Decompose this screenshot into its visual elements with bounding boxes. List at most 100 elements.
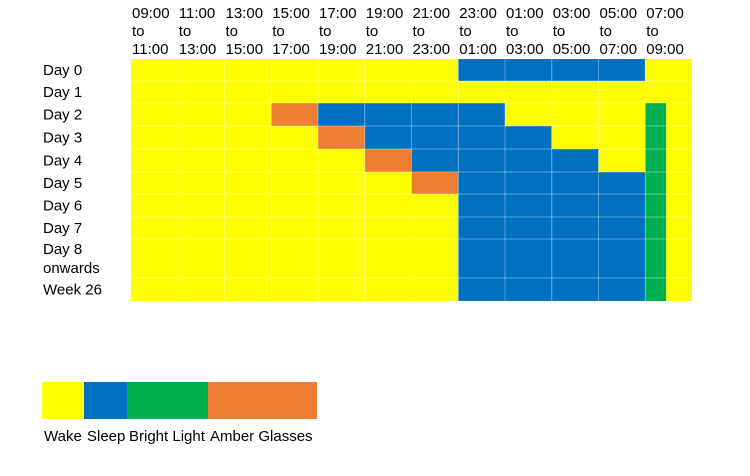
column-header-to: to xyxy=(646,23,659,40)
heatmap-cell-wake xyxy=(177,81,225,103)
heatmap-cell-wake xyxy=(177,149,225,172)
heatmap-cell-wake xyxy=(177,239,225,278)
heatmap-cell-sleep xyxy=(411,126,459,149)
column-header-to: to xyxy=(132,23,145,40)
heatmap-cell-wake xyxy=(271,81,318,103)
column-header-end: 03:00 xyxy=(506,41,544,58)
column-header-to: to xyxy=(600,23,613,40)
heatmap-cell-wake xyxy=(411,194,459,217)
heatmap-cell-wake xyxy=(271,194,318,217)
heatmap-cell-wake xyxy=(505,103,552,126)
heatmap-cell-wake xyxy=(411,59,459,81)
heatmap-cell-sleep xyxy=(505,149,552,172)
heatmap-cell-sleep xyxy=(411,149,459,172)
heatmap-cell-sleep xyxy=(598,172,646,194)
column-header-start: 03:00 xyxy=(553,5,591,22)
heatmap-cell-wake xyxy=(645,59,692,81)
heatmap-cell-sleep xyxy=(458,126,505,149)
heatmap-cell-sleep xyxy=(458,149,505,172)
heatmap-cell-sleep xyxy=(364,103,412,126)
heatmap-cell-wake xyxy=(131,172,178,194)
heatmap-cell-wake xyxy=(224,172,272,194)
heatmap-cell-sleep xyxy=(505,172,552,194)
heatmap-cell-wake xyxy=(318,59,365,81)
heatmap-cell-sleep xyxy=(505,126,552,149)
heatmap-cell-wake xyxy=(224,149,272,172)
column-header: 23:00 to 01:00 xyxy=(459,5,497,58)
column-header: 15:00 to 17:00 xyxy=(272,5,310,58)
heatmap-cell-wake xyxy=(271,172,318,194)
heatmap-cell-wake xyxy=(598,103,646,126)
heatmap-cell-wake xyxy=(666,194,692,217)
heatmap-cell-wake xyxy=(318,81,365,103)
column-header-end: 05:00 xyxy=(553,41,591,58)
column-header-end: 17:00 xyxy=(272,41,310,58)
column-header-start: 07:00 xyxy=(646,5,684,22)
column-header-to: to xyxy=(366,23,379,40)
column-header: 11:00 to 13:00 xyxy=(179,5,217,58)
column-header-end: 19:00 xyxy=(319,41,357,58)
heatmap-cell-sleep xyxy=(551,59,599,81)
heatmap-cell-wake xyxy=(224,59,272,81)
column-header: 17:00 to 19:00 xyxy=(319,5,357,58)
heatmap-cell-wake xyxy=(131,59,178,81)
heatmap-cell-sleep xyxy=(458,172,505,194)
heatmap-cell-wake xyxy=(364,81,412,103)
heatmap-cell-sleep xyxy=(458,278,505,301)
column-header-end: 21:00 xyxy=(366,41,404,58)
heatmap-cell-sleep xyxy=(598,217,646,239)
heatmap-cell-wake xyxy=(318,172,365,194)
row-label: Day 0 xyxy=(43,62,82,79)
column-header-start: 19:00 xyxy=(366,5,404,22)
heatmap-cell-sleep xyxy=(458,217,505,239)
heatmap-cell-sleep xyxy=(551,149,599,172)
column-header: 09:00 to 11:00 xyxy=(132,5,170,58)
heatmap-cell-wake xyxy=(598,81,646,103)
row-label: Day 7 xyxy=(43,220,82,237)
heatmap-cell-wake xyxy=(318,149,365,172)
row-label: Day 1 xyxy=(43,84,82,101)
heatmap-cell-sleep xyxy=(551,217,599,239)
heatmap-cell-wake xyxy=(131,217,178,239)
column-header-start: 15:00 xyxy=(272,5,310,22)
heatmap-cell-sleep xyxy=(458,239,505,278)
column-header-start: 01:00 xyxy=(506,5,544,22)
heatmap-cell-bright-light xyxy=(645,149,667,172)
heatmap-cell-wake xyxy=(411,217,459,239)
heatmap-cell-wake xyxy=(177,194,225,217)
row-labels: Day 0 Day 1 Day 2 Day 3 Day 4 Day 5 Day 6 Day 7… xyxy=(43,62,102,299)
column-header-end: 07:00 xyxy=(600,41,638,58)
heatmap-cell-wake xyxy=(666,149,692,172)
heatmap-cell-sleep xyxy=(551,278,599,301)
heatmap-cell-sleep xyxy=(505,194,552,217)
heatmap-cell-bright-light xyxy=(645,217,667,239)
heatmap-cell-wake xyxy=(411,81,459,103)
heatmap-cell-wake xyxy=(177,172,225,194)
column-header-start: 21:00 xyxy=(413,5,451,22)
column-header-to: to xyxy=(226,23,239,40)
column-header-to: to xyxy=(553,23,566,40)
heatmap-cell-wake xyxy=(271,217,318,239)
heatmap-cell-wake xyxy=(177,217,225,239)
heatmap-cell-wake xyxy=(666,239,692,278)
heatmap-cell-sleep xyxy=(598,278,646,301)
column-header-to: to xyxy=(459,23,472,40)
heatmap-cell-wake xyxy=(666,217,692,239)
column-header-to: to xyxy=(413,23,426,40)
gridlines xyxy=(131,59,692,301)
column-header: 19:00 to 21:00 xyxy=(366,5,404,58)
heatmap-cell-wake xyxy=(645,81,692,103)
heatmap-cell-sleep xyxy=(505,278,552,301)
row-label: Day 8 xyxy=(43,241,82,258)
heatmap-cell-sleep xyxy=(505,217,552,239)
heatmap-cell-wake xyxy=(177,103,225,126)
column-header-to: to xyxy=(506,23,519,40)
column-header-start: 13:00 xyxy=(226,5,264,22)
column-header-end: 01:00 xyxy=(459,41,497,58)
heatmap-cell-bright-light xyxy=(645,126,667,149)
row-label: Day 6 xyxy=(43,198,82,215)
heatmap-cell-wake xyxy=(505,81,552,103)
heatmap-cell-sleep xyxy=(364,126,412,149)
heatmap-cell-wake xyxy=(364,217,412,239)
